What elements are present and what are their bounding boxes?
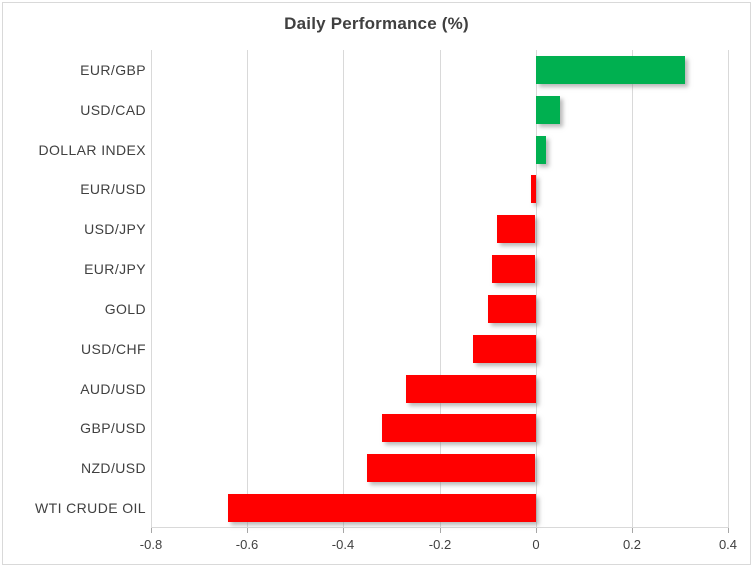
- x-tick-mark: [247, 528, 248, 533]
- bar-usd-jpy: [497, 215, 535, 243]
- bar-eur-usd: [531, 175, 536, 203]
- category-label: USD/JPY: [84, 221, 146, 238]
- bar-usd-cad: [536, 96, 560, 124]
- x-gridline: [536, 50, 537, 528]
- category-label: NZD/USD: [80, 460, 146, 477]
- x-tick-label: -0.8: [139, 537, 163, 552]
- x-tick-mark: [632, 528, 633, 533]
- x-tick-label: 0: [532, 537, 540, 552]
- x-gridline: [151, 50, 152, 528]
- bar-eur-jpy: [492, 255, 535, 283]
- x-tick-label: -0.4: [331, 537, 355, 552]
- bar-usd-chf: [473, 335, 536, 363]
- x-tick-label: 0.2: [622, 537, 642, 552]
- category-label: USD/CAD: [80, 101, 146, 118]
- x-tick-label: -0.6: [235, 537, 259, 552]
- category-label: EUR/GBP: [80, 61, 146, 78]
- bar-aud-usd: [406, 375, 536, 403]
- category-label: WTI CRUDE OIL: [35, 500, 146, 517]
- bar-eur-gbp: [536, 56, 685, 84]
- x-tick-mark: [343, 528, 344, 533]
- x-tick-mark: [536, 528, 537, 533]
- x-gridline: [343, 50, 344, 528]
- category-label: EUR/USD: [80, 181, 146, 198]
- x-gridline: [440, 50, 441, 528]
- x-tick-mark: [440, 528, 441, 533]
- bar-dollar-index: [536, 136, 546, 164]
- x-tick-label: -0.2: [428, 537, 452, 552]
- x-tick-label: 0.4: [718, 537, 738, 552]
- x-gridline: [728, 50, 729, 528]
- category-label: DOLLAR INDEX: [38, 141, 146, 158]
- chart-title: Daily Performance (%): [284, 14, 469, 33]
- category-label: GOLD: [104, 300, 146, 317]
- x-tick-mark: [728, 528, 729, 533]
- x-gridline: [247, 50, 248, 528]
- category-label: AUD/USD: [80, 380, 146, 397]
- bar-nzd-usd: [367, 454, 535, 482]
- x-tick-mark: [151, 528, 152, 533]
- bar-wti-crude-oil: [228, 494, 536, 522]
- plot-area: [151, 50, 729, 528]
- category-label: USD/CHF: [80, 340, 146, 357]
- bar-gbp-usd: [382, 414, 536, 442]
- category-label: EUR/JPY: [84, 261, 146, 278]
- bar-gold: [488, 295, 536, 323]
- x-gridline: [632, 50, 633, 528]
- category-label: GBP/USD: [80, 420, 146, 437]
- x-axis-line: [151, 527, 728, 528]
